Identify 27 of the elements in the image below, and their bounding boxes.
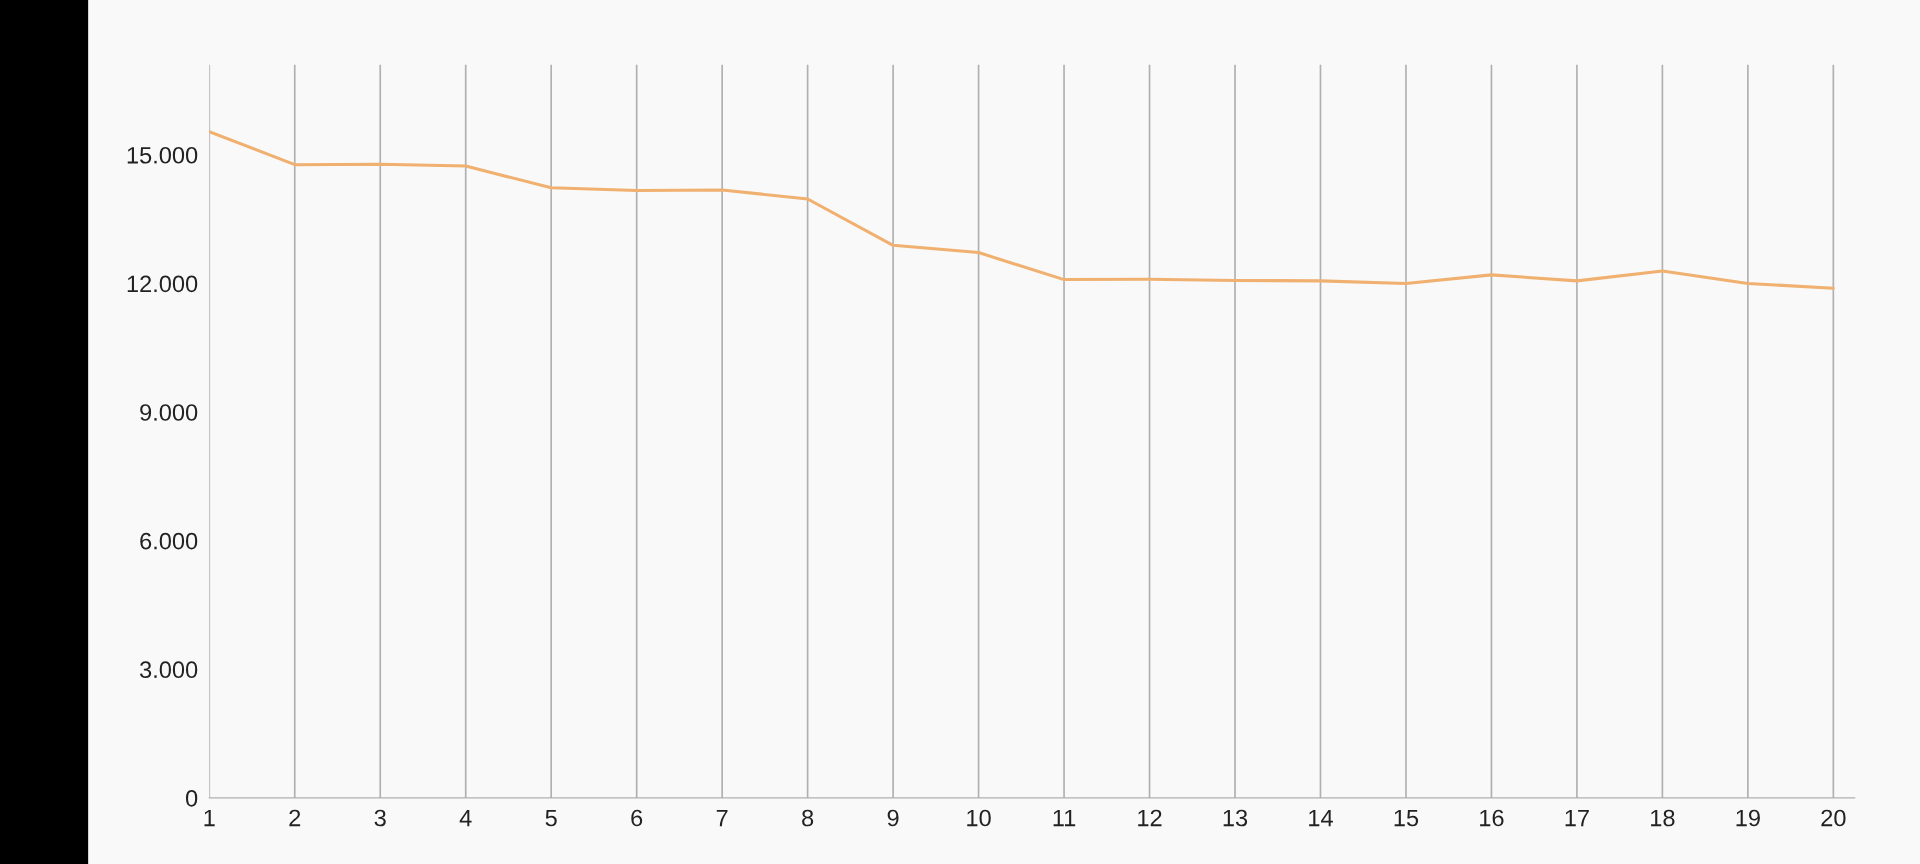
x-tick-label: 16 (1480, 809, 1504, 827)
y-tick-label: 12.000 (127, 275, 198, 293)
x-tick-label: 7 (716, 809, 728, 827)
x-tick-label: 20 (1821, 809, 1846, 827)
x-tick-label: 15 (1394, 809, 1419, 827)
x-tick-label: 14 (1309, 809, 1333, 827)
y-tick-label: 9.000 (140, 404, 198, 421)
x-tick-label: 1 (204, 809, 215, 827)
x-tick-label: 9 (887, 809, 899, 827)
x-tick-label: 6 (631, 809, 643, 827)
y-tick-label: 0 (185, 789, 198, 807)
x-tick-label: 13 (1223, 809, 1248, 827)
x-tick-label: 12 (1138, 809, 1162, 827)
x-tick-label: 4 (459, 809, 472, 827)
x-tick-label: 19 (1736, 809, 1760, 827)
x-tick-label: 5 (545, 809, 557, 827)
x-tick-label: 18 (1651, 809, 1675, 827)
y-tick-label: 3.000 (139, 661, 198, 679)
line-series (209, 130, 1835, 290)
y-tick-label: 6.000 (140, 532, 198, 550)
x-tick-label: 3 (374, 809, 386, 827)
x-tick-label: 17 (1565, 809, 1589, 827)
x-tick-label: 10 (967, 809, 991, 827)
y-tick-label: 15.000 (127, 146, 198, 164)
x-tick-label: 8 (802, 809, 814, 827)
x-tick-label: 2 (289, 809, 301, 827)
x-tick-label: 11 (1053, 809, 1076, 827)
